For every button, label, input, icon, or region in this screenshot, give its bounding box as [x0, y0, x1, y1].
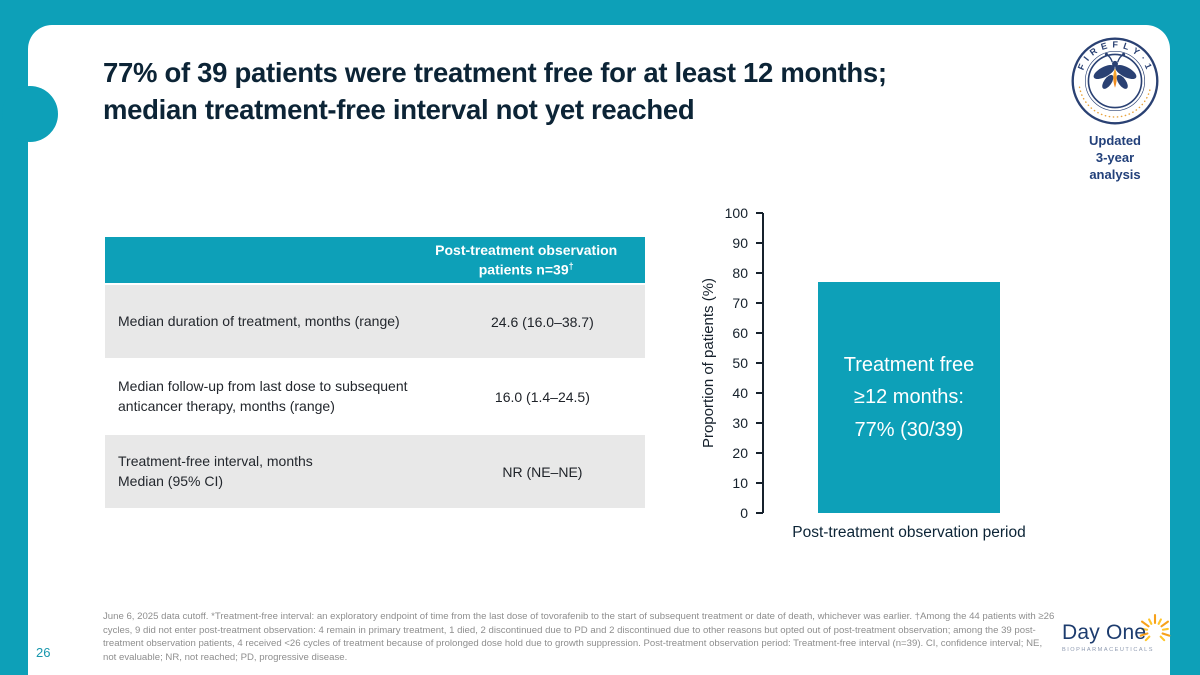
- y-axis-tick-label: 80: [732, 265, 748, 281]
- y-axis-tick-label: 30: [732, 415, 748, 431]
- y-axis-tick: [756, 362, 763, 364]
- y-axis-tick-label: 90: [732, 235, 748, 251]
- y-axis-tick: [756, 482, 763, 484]
- table-header-row: Post-treatment observation patients n=39…: [105, 237, 645, 283]
- slide-title: 77% of 39 patients were treatment free f…: [103, 57, 887, 125]
- day-one-logo: Day One BIOPHARMACEUTICALS: [1062, 613, 1176, 653]
- row-value: 24.6 (16.0–38.7): [491, 313, 594, 330]
- firefly-badge: F I R E F L Y · 1 Updated 3-year analysi…: [1070, 36, 1160, 184]
- row-label: Median follow-up from last dose to subse…: [118, 377, 408, 414]
- y-axis-tick-label: 70: [732, 295, 748, 311]
- y-axis-tick: [756, 512, 763, 514]
- y-axis-tick-label: 0: [740, 505, 748, 521]
- y-axis-tick-label: 40: [732, 385, 748, 401]
- firefly-icon: [1093, 52, 1137, 89]
- row-label: Treatment-free interval, months Median (…: [118, 452, 313, 489]
- logo-wordmark: Day One: [1062, 621, 1147, 644]
- row-label: Median duration of treatment, months (ra…: [118, 312, 400, 329]
- badge-caption: Updated 3-year analysis: [1089, 133, 1141, 182]
- left-notch: [2, 86, 58, 142]
- row-value: 16.0 (1.4–24.5): [494, 388, 590, 405]
- y-axis-tick: [756, 212, 763, 214]
- y-axis-tick: [756, 242, 763, 244]
- summary-table: Post-treatment observation patients n=39…: [105, 237, 645, 508]
- y-axis-tick: [756, 272, 763, 274]
- sun-icon: [1139, 613, 1171, 642]
- bar-treatment-free: Treatment free ≥12 months: 77% (30/39): [818, 282, 1000, 513]
- firefly-badge-icon: F I R E F L Y · 1: [1071, 37, 1159, 125]
- table-row: Median duration of treatment, months (ra…: [105, 285, 645, 358]
- table-header-line2: patients n=39†: [478, 260, 574, 278]
- table-header-line1: Post-treatment observation: [435, 241, 618, 258]
- bar-label: Treatment free ≥12 months: 77% (30/39): [843, 353, 975, 441]
- y-axis-tick-label: 100: [724, 205, 748, 221]
- footnote: June 6, 2025 data cutoff. *Treatment-fre…: [103, 611, 1055, 663]
- y-axis-tick: [756, 332, 763, 334]
- logo-tagline: BIOPHARMACEUTICALS: [1062, 647, 1154, 653]
- y-axis-tick-label: 10: [732, 475, 748, 491]
- row-value: NR (NE–NE): [502, 463, 583, 480]
- y-axis-tick: [756, 452, 763, 454]
- y-axis-tick-label: 20: [732, 445, 748, 461]
- y-axis-tick: [756, 422, 763, 424]
- table-header-cell: Post-treatment observation patients n=39…: [407, 241, 645, 279]
- y-axis-tick: [756, 302, 763, 304]
- x-axis-label: Post-treatment observation period: [792, 524, 1026, 541]
- y-axis-tick-label: 50: [732, 355, 748, 371]
- table-row: Treatment-free interval, months Median (…: [105, 435, 645, 508]
- page-number: 26: [36, 645, 51, 660]
- y-axis-tick: [756, 392, 763, 394]
- bar-chart: Proportion of patients (%) Treatment fre…: [690, 200, 1070, 565]
- table-row: Median follow-up from last dose to subse…: [105, 360, 645, 433]
- y-axis-tick-label: 60: [732, 325, 748, 341]
